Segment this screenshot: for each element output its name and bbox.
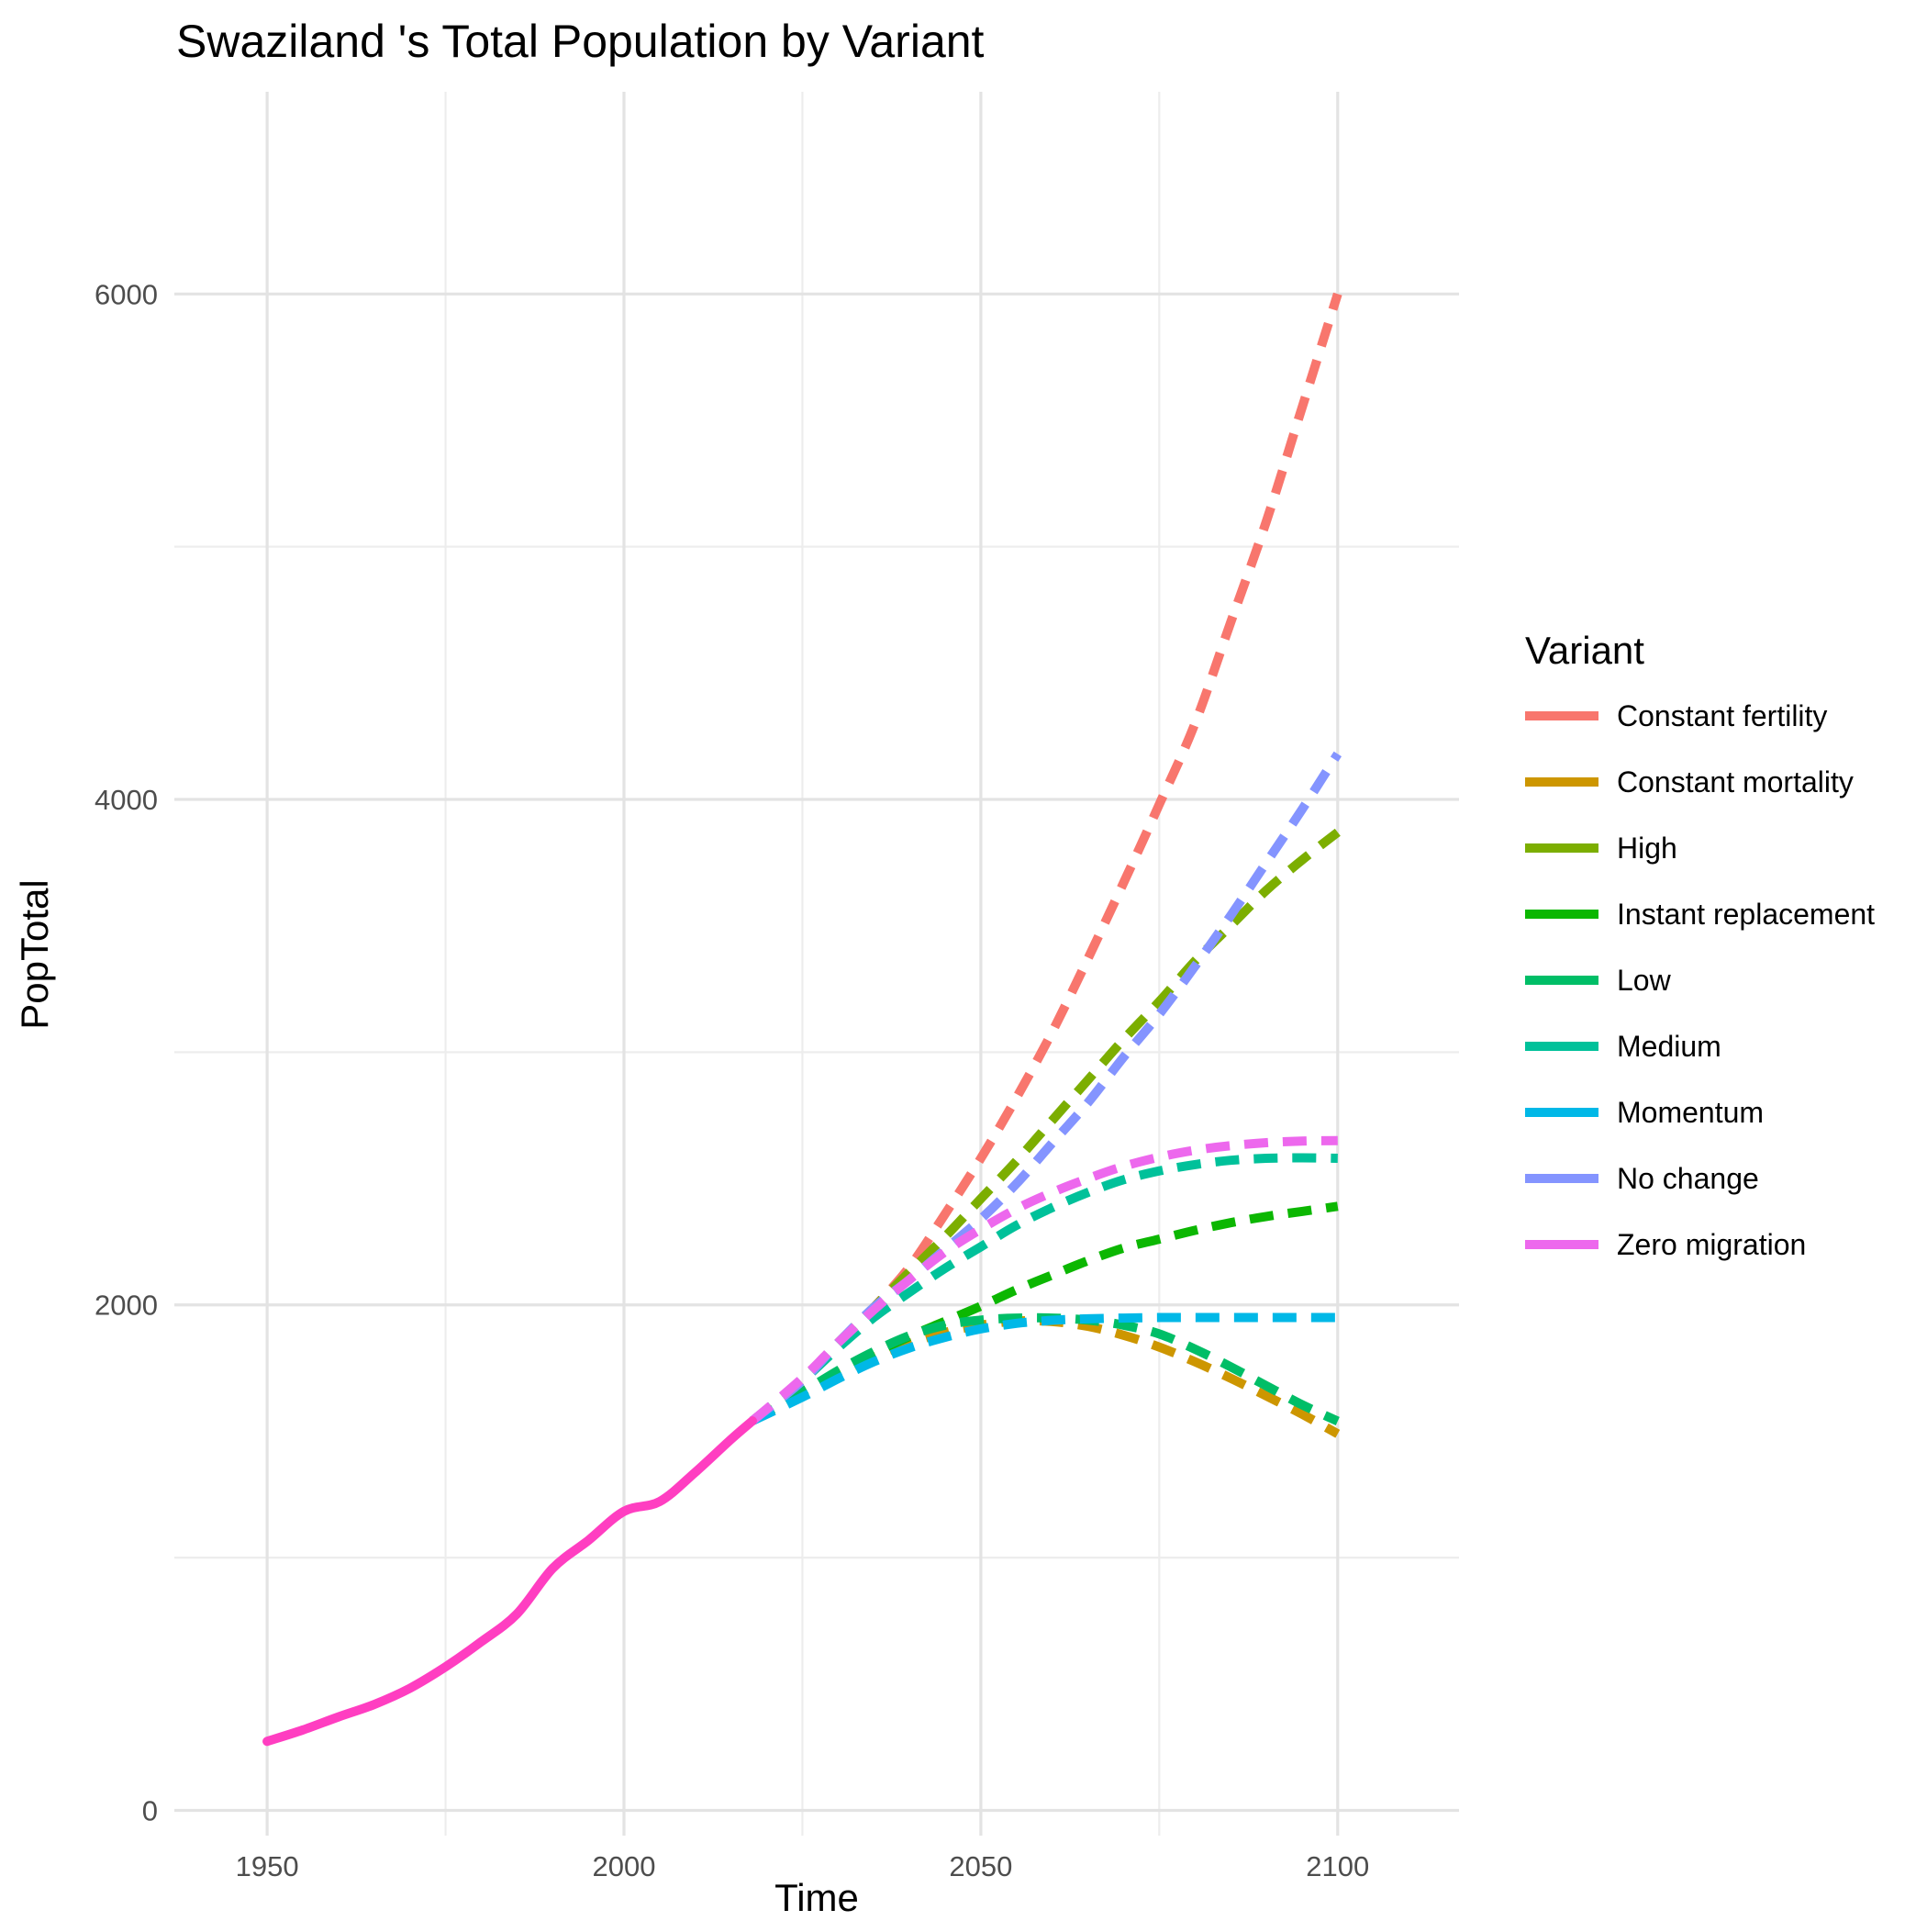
x-tick-label: 2100 xyxy=(1306,1850,1369,1882)
legend-title: Variant xyxy=(1525,629,1644,672)
legend-label-zero-migration: Zero migration xyxy=(1617,1228,1806,1261)
series-line-constant-fertility xyxy=(749,292,1342,1425)
y-tick-label: 6000 xyxy=(95,278,158,310)
legend-label-low: Low xyxy=(1617,964,1672,997)
series-line-momentum xyxy=(750,1312,1338,1425)
x-axis-title: Time xyxy=(774,1876,859,1919)
legend-label-instant-replacement: Instant replacement xyxy=(1617,898,1875,931)
x-tick-label: 2050 xyxy=(949,1850,1012,1882)
legend-label-medium: Medium xyxy=(1617,1030,1721,1063)
legend-label-constant-fertility: Constant fertility xyxy=(1617,699,1827,732)
series-line-low xyxy=(750,1312,1340,1425)
y-tick-label: 4000 xyxy=(95,784,158,816)
plot-area: 0 2000 4000 6000 1950 2000 2050 2100 xyxy=(95,92,1459,1882)
series-line-high xyxy=(749,828,1341,1424)
y-axis-title: PopTotal xyxy=(13,879,56,1029)
y-tick-label: 2000 xyxy=(95,1290,158,1322)
legend-label-momentum: Momentum xyxy=(1617,1096,1764,1129)
legend-label-high: High xyxy=(1617,832,1677,865)
legend-label-no-change: No change xyxy=(1617,1162,1759,1195)
x-tick-label: 1950 xyxy=(236,1850,299,1882)
series-line-medium xyxy=(749,1153,1338,1425)
legend: Variant Constant fertility Constant morta… xyxy=(1525,629,1875,1261)
legend-label-constant-mortality: Constant mortality xyxy=(1617,765,1854,798)
y-tick-label: 0 xyxy=(142,1794,158,1826)
chart-title: Swaziland 's Total Population by Variant xyxy=(176,16,985,67)
historical-line xyxy=(262,1416,757,1747)
x-tick-label: 2000 xyxy=(593,1850,656,1882)
